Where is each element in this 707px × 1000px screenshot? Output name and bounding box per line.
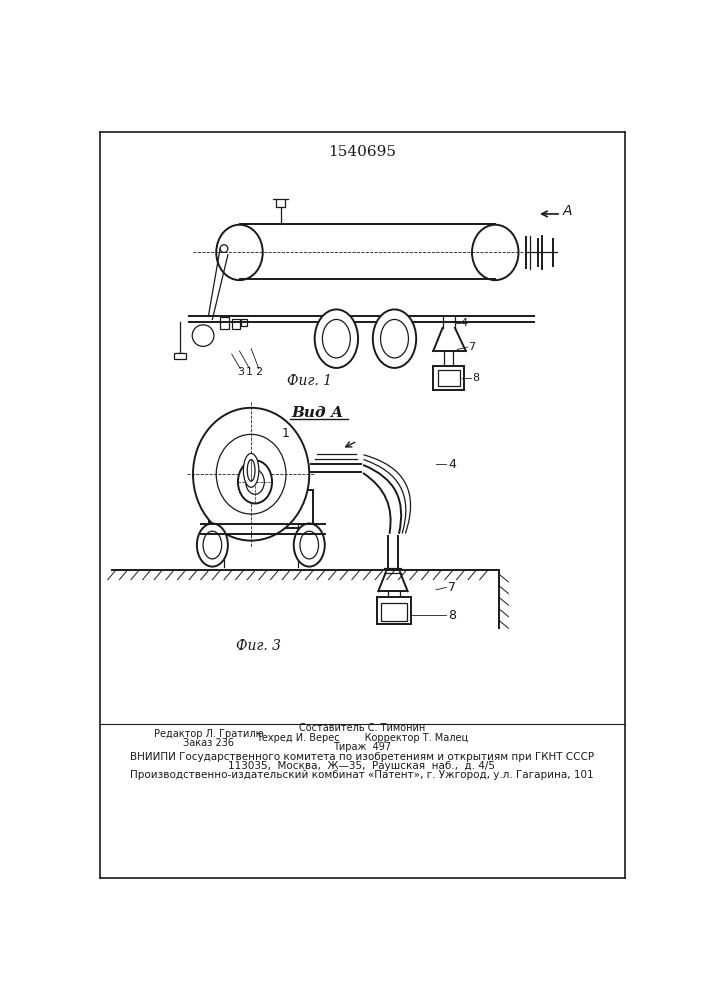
Text: 1: 1 bbox=[246, 367, 253, 377]
Text: Составитель С. Тимонин: Составитель С. Тимонин bbox=[299, 723, 425, 733]
Text: Производственно-издательский комбинат «Патент», г. Ужгород, у.л. Гагарина, 101: Производственно-издательский комбинат «П… bbox=[130, 770, 594, 780]
Ellipse shape bbox=[216, 434, 286, 514]
Ellipse shape bbox=[193, 408, 309, 541]
Text: 1540695: 1540695 bbox=[328, 145, 396, 159]
Text: 8: 8 bbox=[448, 609, 456, 622]
Text: Фиг. 3: Фиг. 3 bbox=[236, 639, 281, 653]
Text: 7: 7 bbox=[468, 342, 475, 352]
Text: Тираж  497: Тираж 497 bbox=[333, 742, 391, 752]
Text: 4: 4 bbox=[460, 318, 467, 328]
Ellipse shape bbox=[246, 470, 264, 494]
Bar bbox=[241, 319, 247, 326]
Ellipse shape bbox=[293, 523, 325, 567]
Ellipse shape bbox=[300, 531, 319, 559]
Text: 1: 1 bbox=[282, 427, 290, 440]
Ellipse shape bbox=[247, 460, 255, 481]
Ellipse shape bbox=[315, 309, 358, 368]
Text: 7: 7 bbox=[448, 581, 456, 594]
Text: 4: 4 bbox=[448, 458, 456, 471]
Ellipse shape bbox=[203, 531, 222, 559]
Bar bbox=[380, 603, 407, 620]
Bar bbox=[232, 319, 240, 329]
Ellipse shape bbox=[192, 325, 214, 346]
Text: 2: 2 bbox=[255, 367, 262, 377]
Text: A: A bbox=[563, 204, 572, 218]
Bar bbox=[438, 370, 460, 386]
Bar bbox=[220, 317, 230, 329]
Text: ВНИИПИ Государственного комитета по изобретениям и открытиям при ГКНТ СССР: ВНИИПИ Государственного комитета по изоб… bbox=[130, 752, 594, 762]
Text: Фиг. 1: Фиг. 1 bbox=[287, 374, 332, 388]
Text: 113035,  Москва,  Ж—35,  Раушская  наб.,  д. 4/5: 113035, Москва, Ж—35, Раушская наб., д. … bbox=[228, 761, 496, 771]
Bar bbox=[174, 353, 186, 359]
Ellipse shape bbox=[220, 245, 228, 252]
Text: Техред И. Верес        Корректор Т. Малец: Техред И. Верес Корректор Т. Малец bbox=[256, 733, 468, 743]
Text: Заказ 236: Заказ 236 bbox=[183, 738, 234, 748]
Ellipse shape bbox=[197, 523, 228, 567]
Ellipse shape bbox=[238, 460, 272, 503]
Text: Редактор Л. Гратилю: Редактор Л. Гратилю bbox=[153, 729, 264, 739]
Text: Вид А: Вид А bbox=[291, 406, 343, 420]
Ellipse shape bbox=[243, 453, 259, 487]
Bar bbox=[209, 490, 313, 528]
Ellipse shape bbox=[373, 309, 416, 368]
Bar bbox=[377, 597, 411, 624]
Bar bbox=[433, 366, 464, 389]
Text: 3: 3 bbox=[237, 367, 244, 377]
Text: 8: 8 bbox=[472, 373, 479, 383]
